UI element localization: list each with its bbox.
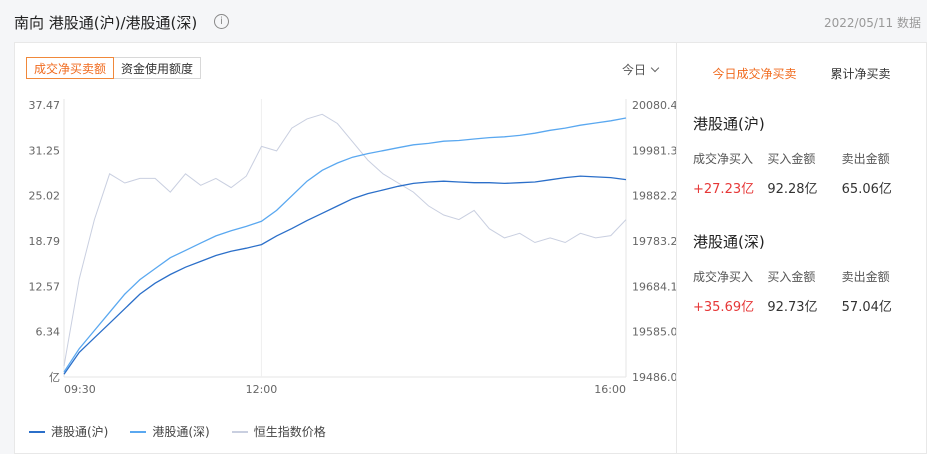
summary-tabs: 今日成交净买卖 累计净买卖 (677, 65, 926, 82)
tab-today-net[interactable]: 今日成交净买卖 (712, 67, 797, 81)
x-tick-label: 12:00 (246, 383, 278, 396)
y-tick-left: 12.57 (29, 280, 61, 293)
stat-label: 成交净买入 (693, 270, 754, 284)
stat-value: 92.28亿 (767, 182, 818, 197)
section-sz: 港股通(深) 成交净买入 +35.69亿 买入金额 92.73亿 卖出金额 57… (693, 231, 916, 315)
period-dropdown[interactable]: 今日 (621, 61, 660, 78)
chart-tabs: 成交净买卖额 资金使用额度 (26, 57, 202, 79)
legend-label-hsi: 恒生指数价格 (253, 425, 326, 439)
x-tick-label: 09:30 (64, 383, 96, 396)
section-sh: 港股通(沪) 成交净买入 +27.23亿 买入金额 92.28亿 卖出金额 65… (693, 113, 916, 197)
series-line-hsi (63, 113, 627, 367)
chevron-down-icon (650, 63, 660, 73)
stat-buy-amount-sz: 买入金额 92.73亿 (767, 268, 841, 315)
stat-label: 买入金额 (767, 270, 816, 284)
y-tick-left: 亿 (49, 371, 60, 384)
stat-label: 卖出金额 (841, 270, 890, 284)
legend-item-sz[interactable]: 港股通(深) (130, 423, 210, 440)
y-tick-left: 25.02 (29, 190, 61, 203)
legend-swatch-sz (130, 430, 147, 433)
y-tick-right: 19981.3 (632, 144, 676, 157)
period-label: 今日 (621, 63, 646, 77)
page-title: 南向 港股通(沪)/港股通(深) (14, 14, 198, 32)
net-buy-chart: 37.47 31.25 25.02 18.79 12.57 6.34 亿 20080.4 199… (29, 99, 676, 396)
y-tick-left: 37.47 (29, 99, 61, 112)
legend-label-sz: 港股通(深) (152, 425, 210, 439)
section-title-sh: 港股通(沪) (693, 115, 765, 133)
stat-buy-amount-sh: 买入金额 92.28亿 (767, 150, 841, 197)
y-tick-left: 18.79 (29, 235, 61, 248)
stat-net-buy-sz: 成交净买入 +35.69亿 (693, 268, 767, 315)
y-tick-left: 6.34 (36, 326, 61, 339)
tab-quota-usage[interactable]: 资金使用额度 (114, 57, 202, 79)
y-tick-left: 31.25 (29, 144, 61, 157)
stat-net-buy-sh: 成交净买入 +27.23亿 (693, 150, 767, 197)
stat-sell-amount-sh: 卖出金额 65.06亿 (842, 150, 916, 197)
y-tick-right: 19684.1 (632, 280, 676, 293)
stat-sell-amount-sz: 卖出金额 57.04亿 (842, 268, 916, 315)
stat-value: +35.69亿 (693, 300, 755, 315)
stat-value: 57.04亿 (841, 300, 892, 315)
stat-label: 买入金额 (767, 152, 816, 166)
tab-cumulative-net[interactable]: 累计净买卖 (830, 67, 891, 81)
stat-label: 成交净买入 (693, 152, 754, 166)
stats-sh: 成交净买入 +27.23亿 买入金额 92.28亿 卖出金额 65.06亿 (693, 150, 916, 197)
series-line-sh (63, 175, 627, 375)
section-title-sz: 港股通(深) (693, 233, 765, 251)
page-header: 南向 港股通(沪)/港股通(深) i 2022/05/11 数据 (0, 0, 927, 42)
stats-sz: 成交净买入 +35.69亿 买入金额 92.73亿 卖出金额 57.04亿 (693, 268, 916, 315)
stat-value: +27.23亿 (693, 182, 755, 197)
stat-value: 65.06亿 (841, 182, 892, 197)
y-tick-right: 19783.2 (632, 235, 676, 248)
y-tick-right: 19585.0 (632, 326, 676, 339)
legend-item-hsi[interactable]: 恒生指数价格 (231, 423, 326, 440)
y-tick-right: 20080.4 (632, 99, 676, 112)
x-tick-label: 16:00 (594, 383, 626, 396)
y-tick-right: 19882.2 (632, 190, 676, 203)
legend-label-sh: 港股通(沪) (51, 425, 109, 439)
chart-legend: 港股通(沪) 港股通(深) 恒生指数价格 (29, 423, 326, 440)
summary-panel: 今日成交净买卖 累计净买卖 港股通(沪) 成交净买入 +27.23亿 买入金额 … (677, 42, 927, 454)
tab-net-buy-sell[interactable]: 成交净买卖额 (26, 57, 115, 79)
stat-value: 92.73亿 (767, 300, 818, 315)
info-icon[interactable]: i (214, 14, 229, 29)
legend-swatch-hsi (231, 430, 248, 433)
series-line-sz (63, 117, 627, 373)
stat-label: 卖出金额 (841, 152, 890, 166)
chart-panel: 成交净买卖额 资金使用额度 今日 37.47 31.25 25.02 18.79 12.… (14, 42, 677, 454)
legend-item-sh[interactable]: 港股通(沪) (29, 423, 108, 440)
data-date: 2022/05/11 数据 (824, 16, 921, 30)
legend-swatch-sh (29, 430, 45, 433)
y-tick-right: 19486.0 (632, 371, 676, 384)
